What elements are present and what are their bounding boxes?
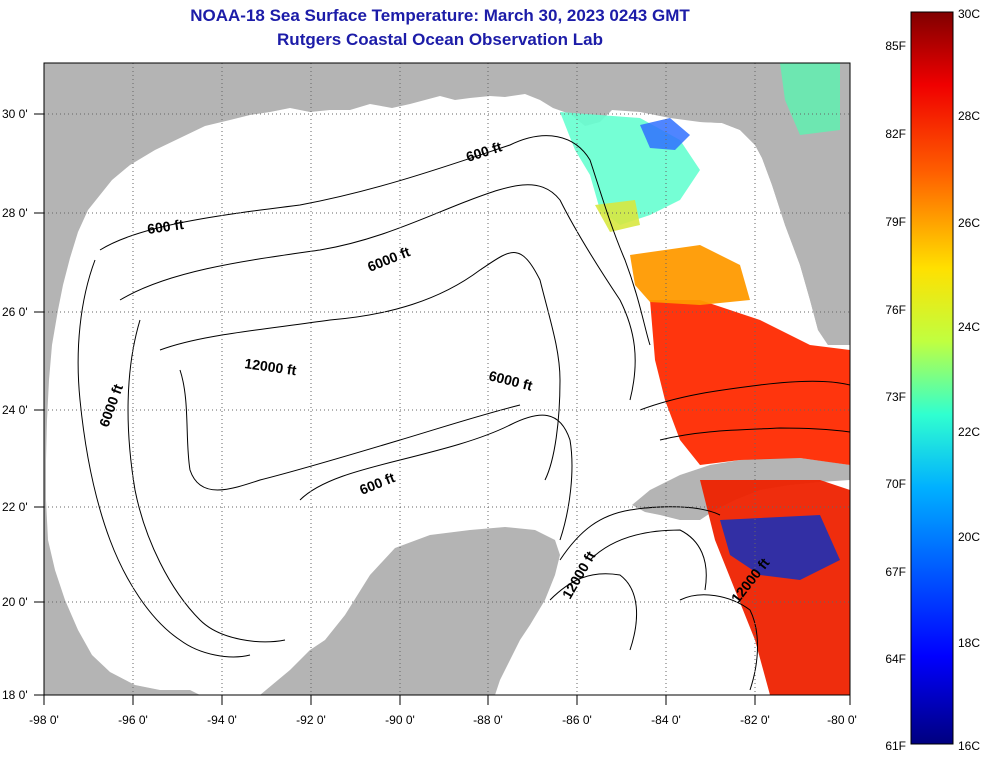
lon-tick-label: -96 0' [118, 713, 148, 727]
sst-patch-keys-blue [720, 515, 840, 580]
lon-tick-label: -92 0' [296, 713, 326, 727]
colorbar-celsius-labels: 30C 28C 26C 24C 22C 20C 18C 16C [958, 7, 980, 753]
lon-tick-label: -98 0' [29, 713, 59, 727]
lon-tick-label: -88 0' [473, 713, 503, 727]
lon-tick-label: -86 0' [562, 713, 592, 727]
lon-tick-label: -80 0' [827, 713, 857, 727]
celsius-label: 22C [958, 425, 980, 439]
sst-patch-yellow [595, 200, 640, 232]
fahrenheit-label: 64F [885, 652, 906, 666]
longitude-axis: -98 0' -96 0' -94 0' -92 0' -90 0' -88 0… [29, 695, 857, 727]
fahrenheit-label: 85F [885, 39, 906, 53]
latitude-axis: 18 0' 20 0' 22 0' 24 0' 26 0' 28 0' 30 0… [2, 107, 44, 702]
lon-tick-label: -84 0' [651, 713, 681, 727]
yucatan-land [260, 527, 560, 695]
sst-warm-patch-west-fl [630, 245, 750, 305]
sst-cool-patch-fl-panhandle [640, 118, 690, 150]
contour-label-12000ft-center: 12000 ft [244, 355, 298, 378]
bathymetry-contours [77, 135, 850, 691]
fahrenheit-label: 73F [885, 390, 906, 404]
temperature-colorbar [910, 11, 954, 745]
lon-tick-label: -90 0' [385, 713, 415, 727]
map-subtitle: Rutgers Coastal Ocean Observation Lab [277, 30, 603, 49]
colorbar-fahrenheit-labels: 85F 82F 79F 76F 73F 70F 67F 64F 61F [885, 39, 906, 753]
fahrenheit-label: 70F [885, 477, 906, 491]
map-border [43, 62, 851, 696]
lat-tick-label: 22 0' [2, 500, 28, 514]
lat-tick-label: 20 0' [2, 595, 28, 609]
lon-tick-label: -82 0' [740, 713, 770, 727]
celsius-label: 30C [958, 7, 980, 21]
lat-tick-label: 26 0' [2, 305, 28, 319]
fahrenheit-label: 67F [885, 565, 906, 579]
graticule [44, 63, 850, 695]
sst-patch-atlantic [780, 63, 840, 135]
lat-tick-label: 30 0' [2, 107, 28, 121]
celsius-label: 28C [958, 109, 980, 123]
florida-peninsula [700, 63, 850, 345]
lat-tick-label: 18 0' [2, 688, 28, 702]
lat-tick-label: 24 0' [2, 403, 28, 417]
fahrenheit-label: 76F [885, 303, 906, 317]
celsius-label: 26C [958, 216, 980, 230]
fahrenheit-label: 82F [885, 127, 906, 141]
fahrenheit-label: 61F [885, 739, 906, 753]
celsius-label: 16C [958, 739, 980, 753]
fahrenheit-label: 79F [885, 215, 906, 229]
lon-tick-label: -94 0' [207, 713, 237, 727]
contour-label-600ft-west: 600 ft [146, 216, 185, 237]
map-title: NOAA-18 Sea Surface Temperature: March 3… [190, 6, 690, 25]
celsius-label: 20C [958, 530, 980, 544]
sst-swath-east-gulf [650, 300, 850, 465]
lat-tick-label: 28 0' [2, 206, 28, 220]
celsius-label: 18C [958, 636, 980, 650]
celsius-label: 24C [958, 320, 980, 334]
